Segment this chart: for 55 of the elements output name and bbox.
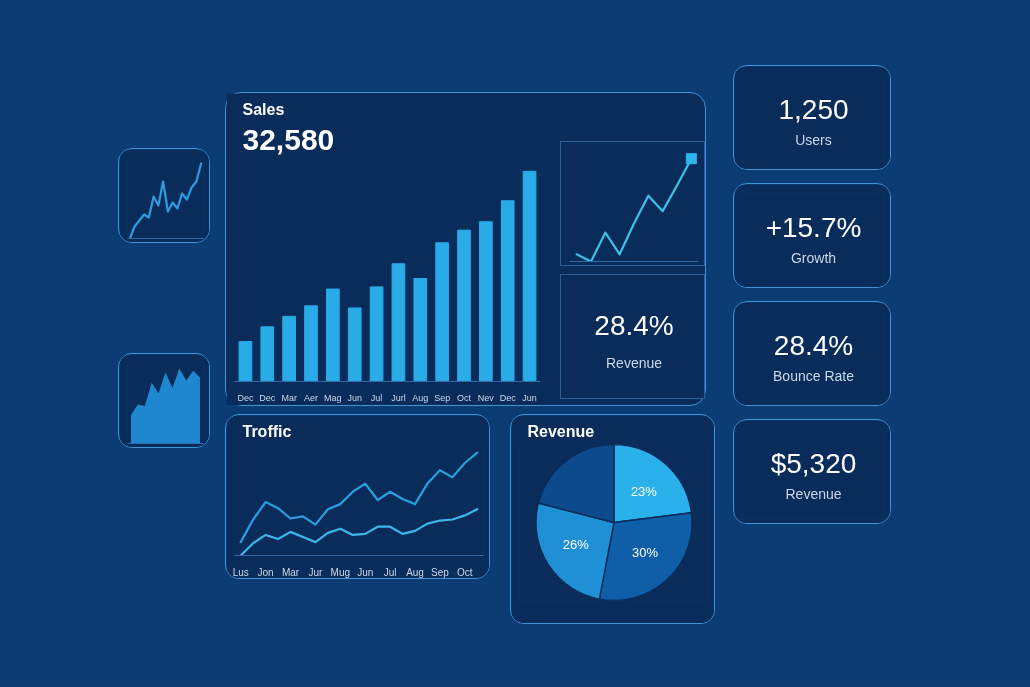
text: 1,250 bbox=[778, 93, 849, 125]
chart-title: Revenue bbox=[527, 422, 595, 440]
bar bbox=[369, 286, 384, 382]
x-tick-label: Dec bbox=[259, 392, 276, 403]
x-tick-label: Oct bbox=[457, 392, 472, 403]
x-tick-label: Jun bbox=[522, 392, 537, 403]
data-label: 26% bbox=[562, 536, 590, 552]
bar bbox=[457, 229, 471, 382]
text: 28.4% bbox=[594, 310, 674, 342]
x-tick-label: Jun bbox=[347, 392, 362, 403]
x-tick-label: Jon bbox=[257, 566, 274, 578]
x-tick-label: Sep bbox=[434, 392, 451, 403]
x-tick-label: Jun bbox=[357, 566, 374, 578]
text: 28.4% bbox=[773, 329, 854, 361]
x-tick-label: Jul bbox=[370, 392, 383, 403]
text: Revenue bbox=[785, 486, 842, 503]
bar bbox=[326, 288, 340, 382]
bar bbox=[260, 326, 275, 382]
x-tick-label: Dec bbox=[499, 392, 517, 403]
bar bbox=[500, 200, 515, 382]
bar bbox=[238, 341, 253, 382]
x-tick-label: Sep bbox=[431, 566, 450, 578]
x-tick-label: Mar bbox=[281, 392, 297, 403]
x-tick-label: Dec bbox=[237, 392, 254, 403]
x-tick-label: Jur bbox=[308, 566, 324, 578]
text: Revenue bbox=[605, 355, 663, 372]
text: +15.7% bbox=[765, 211, 862, 243]
x-tick-label: Jurl bbox=[391, 392, 406, 403]
text: Bounce Rate bbox=[773, 368, 855, 385]
x-tick-label: Lus bbox=[232, 566, 249, 578]
x-tick-label: Aer bbox=[304, 392, 319, 403]
bar bbox=[282, 315, 296, 382]
bar bbox=[304, 305, 318, 382]
x-tick-label: Oct bbox=[457, 566, 473, 578]
text: Users bbox=[795, 132, 832, 149]
data-label: 23% bbox=[630, 484, 658, 500]
chart-subtitle: 32,580 bbox=[242, 122, 335, 156]
x-tick-label: Mar bbox=[281, 566, 300, 578]
bar bbox=[479, 221, 493, 382]
x-tick-label: Nev bbox=[477, 392, 495, 403]
x-tick-label: Jul bbox=[383, 566, 397, 578]
text: Growth bbox=[790, 250, 837, 267]
x-tick-label: Aug bbox=[412, 392, 429, 403]
chart-title: Troffic bbox=[242, 422, 292, 440]
bar bbox=[413, 278, 428, 382]
data-label: 30% bbox=[631, 544, 659, 560]
text: $5,320 bbox=[770, 447, 857, 479]
bar bbox=[522, 170, 537, 382]
x-tick-label: Mag bbox=[324, 392, 342, 403]
bar bbox=[391, 263, 406, 382]
x-tick-label: Aug bbox=[406, 566, 424, 578]
bar bbox=[347, 307, 362, 382]
bar bbox=[435, 242, 449, 382]
x-tick-label: Mug bbox=[330, 566, 351, 578]
chart-title: Sales bbox=[242, 100, 285, 118]
